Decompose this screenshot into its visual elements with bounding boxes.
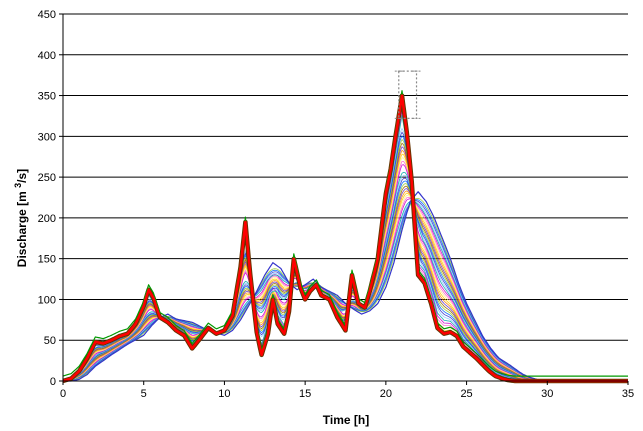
ensemble-line xyxy=(62,115,628,382)
x-axis-title: Time [h] xyxy=(323,413,369,427)
ensemble-line xyxy=(62,131,628,382)
y-tick-label: 300 xyxy=(38,131,56,143)
highlight-box-group xyxy=(394,70,421,119)
axes xyxy=(59,13,629,385)
y-tick-label: 150 xyxy=(38,254,56,266)
ensemble-line xyxy=(62,149,628,382)
ensemble-line xyxy=(62,103,628,382)
x-tick-label: 30 xyxy=(541,388,553,400)
y-axis-title-suffix: /s] xyxy=(15,169,29,183)
x-tick-label: 0 xyxy=(60,388,66,400)
ensemble-line xyxy=(62,180,628,382)
series-group xyxy=(62,90,629,384)
y-tick-label: 0 xyxy=(50,376,56,388)
gridlines xyxy=(63,13,628,341)
y-tick-label: 400 xyxy=(38,50,56,62)
ensemble-line xyxy=(62,142,628,382)
ensemble-line xyxy=(62,153,628,382)
x-tick-label: 5 xyxy=(141,388,147,400)
input-hydrograph-outline xyxy=(62,93,629,384)
ensemble-line xyxy=(62,99,628,382)
y-tick-label: 200 xyxy=(38,213,56,225)
y-tick-label: 450 xyxy=(38,9,56,21)
ensemble-line xyxy=(62,161,628,382)
output-hydrograph-line xyxy=(63,190,628,382)
ensemble-line xyxy=(62,177,628,382)
y-axis-title: Discharge [m 3/s] xyxy=(13,169,29,267)
x-tick-label: 15 xyxy=(299,388,311,400)
ensemble-line xyxy=(62,175,628,382)
y-tick-label: 50 xyxy=(44,335,56,347)
y-axis-title-sup: 3 xyxy=(13,183,23,188)
y-axis-title-prefix: Discharge [m xyxy=(15,188,29,267)
x-tick-label: 10 xyxy=(218,388,230,400)
ensemble-line xyxy=(62,171,628,382)
x-tick-label: 20 xyxy=(380,388,392,400)
ensemble-line xyxy=(62,183,628,382)
y-tick-label: 250 xyxy=(38,172,56,184)
ensemble-line xyxy=(62,138,628,382)
upper-envelope-line xyxy=(62,90,628,377)
ensemble-line xyxy=(62,185,628,382)
ensemble-line xyxy=(62,164,628,382)
input-hydrograph-line xyxy=(62,94,628,383)
ensemble-line xyxy=(62,127,628,382)
x-tick-label: 25 xyxy=(460,388,472,400)
x-tick-label: 35 xyxy=(622,388,634,400)
ensemble-line xyxy=(62,157,628,382)
peak-highlight-box xyxy=(398,70,418,119)
ensemble-line xyxy=(62,146,628,382)
tick-labels: 0 50 100 150 200 250 300 350 400 450 0 5 10 15 20 25 30 3… xyxy=(38,9,634,400)
y-tick-label: 100 xyxy=(38,294,56,306)
y-tick-label: 350 xyxy=(38,91,56,103)
